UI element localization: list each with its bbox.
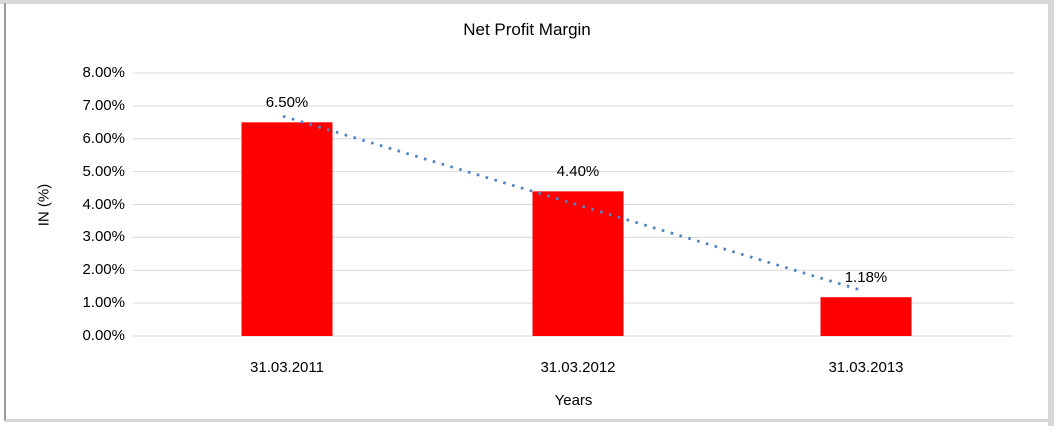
x-axis-title: Years <box>554 392 593 409</box>
y-tick-label: 8.00% <box>82 64 125 81</box>
y-tick-label: 6.00% <box>82 129 125 147</box>
bar-31.03.2013 <box>820 297 912 336</box>
bar-value-label: 6.50% <box>265 94 309 112</box>
y-tick-label: 0.00% <box>82 327 125 344</box>
x-tick-label: 31.03.2013 <box>828 359 904 376</box>
window-edge-bottom <box>4 419 1048 422</box>
bar-31.03.2012 <box>532 191 624 336</box>
y-tick-label: 7.00% <box>82 96 125 114</box>
bar-value-label: 4.40% <box>556 163 600 181</box>
x-tick-label: 31.03.2012 <box>540 359 616 376</box>
y-tick-label: 2.00% <box>82 261 125 279</box>
y-tick-label: 1.00% <box>82 294 125 312</box>
window-edge-right <box>1048 0 1054 426</box>
y-axis-title: IN (%) <box>35 183 53 227</box>
y-tick-label: 4.00% <box>82 195 125 213</box>
x-tick-label: 31.03.2011 <box>250 359 324 376</box>
chart-title: Net Profit Margin <box>463 20 591 39</box>
y-tick-label: 3.00% <box>82 228 125 246</box>
bar-31.03.2011 <box>241 122 333 336</box>
window-edge-top <box>0 0 1054 4</box>
bar-value-label: 1.18% <box>844 269 888 287</box>
y-tick-label: 5.00% <box>82 162 125 180</box>
window-edge-left <box>4 3 6 420</box>
